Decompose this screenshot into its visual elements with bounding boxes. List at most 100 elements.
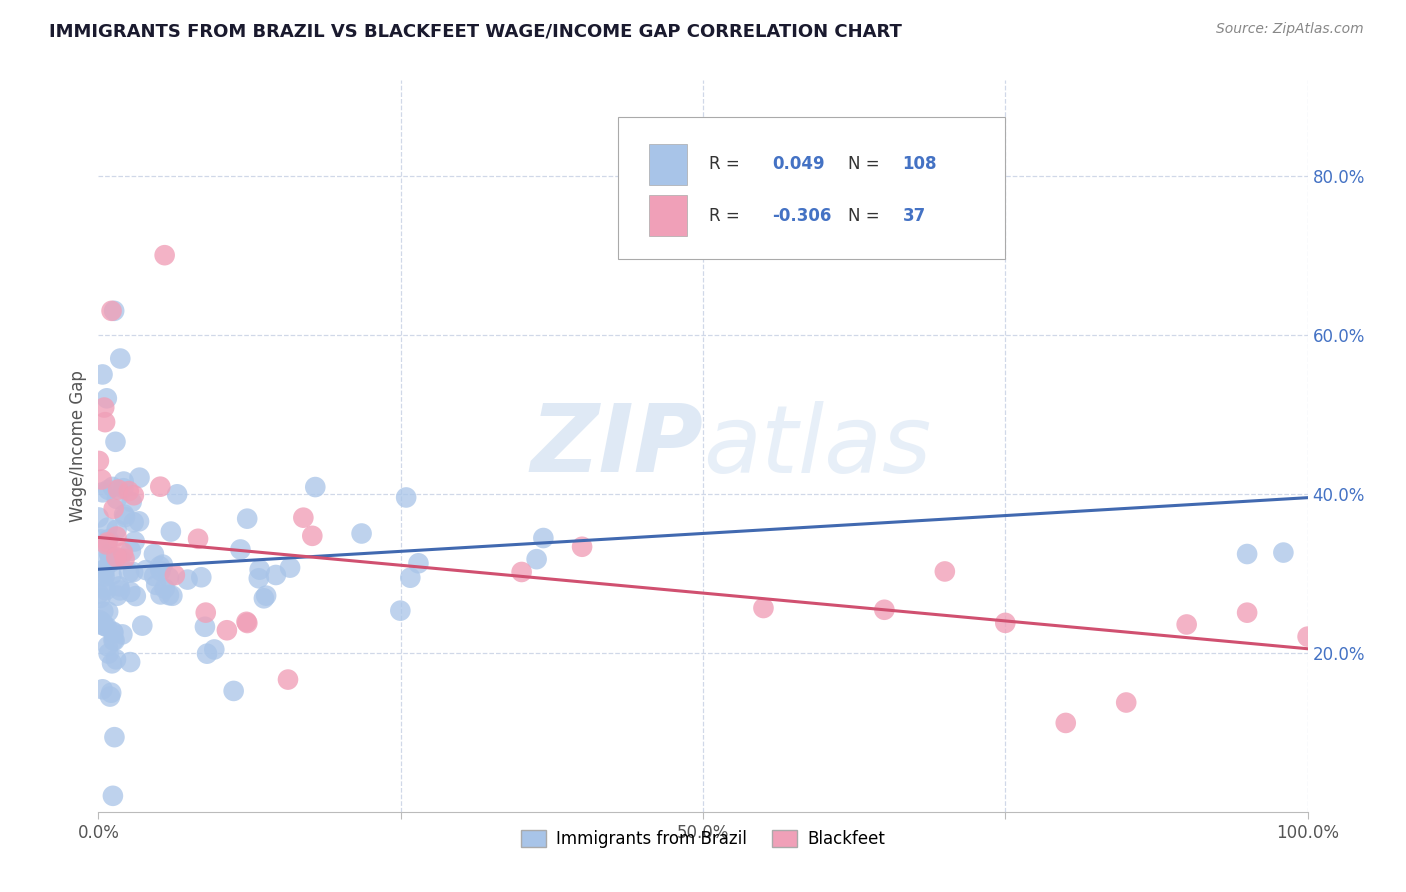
Point (118, 484, 141, 499)
Point (873, 603, 896, 617)
Point (157, 570, 180, 584)
Point (1115, 696, 1137, 710)
Point (90, 533, 112, 547)
Point (87, 587, 110, 601)
FancyBboxPatch shape (648, 145, 688, 185)
Point (104, 434, 127, 449)
Point (187, 532, 209, 546)
FancyBboxPatch shape (648, 195, 688, 235)
Point (149, 480, 172, 494)
Point (105, 523, 128, 537)
Point (163, 568, 186, 582)
Point (120, 544, 142, 558)
Point (166, 487, 188, 501)
Point (389, 604, 412, 618)
Text: 37: 37 (903, 207, 925, 225)
Point (195, 647, 218, 661)
Y-axis label: Wage/Income Gap: Wage/Income Gap (69, 370, 87, 522)
Point (1054, 715, 1077, 730)
Point (97, 647, 120, 661)
Point (120, 585, 142, 599)
Text: IMMIGRANTS FROM BRAZIL VS BLACKFEET WAGE/INCOME GAP CORRELATION CHART: IMMIGRANTS FROM BRAZIL VS BLACKFEET WAGE… (49, 22, 903, 40)
Point (526, 552, 548, 566)
Point (215, 624, 238, 638)
Point (96, 537, 118, 551)
Point (98, 690, 121, 704)
Point (112, 481, 135, 495)
Point (105, 491, 128, 506)
Text: R =: R = (709, 207, 740, 225)
Point (103, 633, 125, 648)
Text: R =: R = (709, 155, 740, 173)
Point (135, 563, 157, 577)
Point (350, 526, 373, 541)
Point (110, 351, 132, 366)
Text: 108: 108 (903, 155, 936, 173)
Point (100, 555, 122, 569)
Text: 0.049: 0.049 (772, 155, 824, 173)
Point (162, 589, 184, 603)
Point (97, 605, 120, 619)
Point (93, 563, 115, 577)
Point (408, 556, 430, 570)
Point (94, 580, 117, 594)
Point (235, 615, 257, 629)
Point (1296, 630, 1319, 644)
Point (104, 633, 127, 648)
Text: N =: N = (848, 155, 880, 173)
Point (87, 510, 110, 524)
Point (934, 565, 956, 579)
Point (91, 368, 114, 382)
Point (91, 682, 114, 697)
Point (153, 582, 176, 596)
Point (100, 568, 122, 582)
Point (91, 604, 114, 618)
Point (194, 620, 217, 634)
Point (89, 613, 111, 627)
Point (96, 392, 118, 406)
Point (100, 686, 122, 700)
Point (93, 563, 115, 577)
Text: N =: N = (848, 207, 880, 225)
Point (301, 529, 323, 543)
Point (108, 579, 131, 593)
Point (91, 485, 114, 500)
Point (124, 534, 146, 549)
Point (103, 625, 125, 640)
Point (97, 640, 120, 654)
Point (101, 480, 124, 494)
Point (93, 401, 115, 415)
Point (249, 563, 271, 577)
Point (236, 511, 259, 525)
Point (87, 454, 110, 468)
Point (107, 483, 129, 497)
Point (103, 303, 125, 318)
Point (254, 589, 277, 603)
Point (90, 473, 112, 487)
Point (93, 569, 115, 583)
Point (122, 565, 145, 579)
Point (97, 483, 120, 497)
Point (278, 560, 301, 574)
Point (101, 552, 124, 566)
Point (118, 566, 141, 580)
Point (190, 570, 212, 584)
Point (1175, 617, 1198, 632)
Point (112, 508, 135, 522)
Point (222, 684, 245, 698)
Point (131, 618, 153, 632)
Point (96, 535, 118, 549)
Point (105, 529, 128, 543)
Point (100, 553, 122, 567)
Point (510, 565, 533, 579)
Point (111, 545, 134, 559)
Point (752, 601, 775, 615)
Point (264, 568, 287, 582)
Point (93, 566, 115, 580)
Point (101, 789, 124, 803)
Point (149, 559, 172, 574)
Point (1236, 547, 1258, 561)
Point (157, 588, 180, 602)
Point (103, 730, 125, 744)
Point (531, 531, 554, 545)
